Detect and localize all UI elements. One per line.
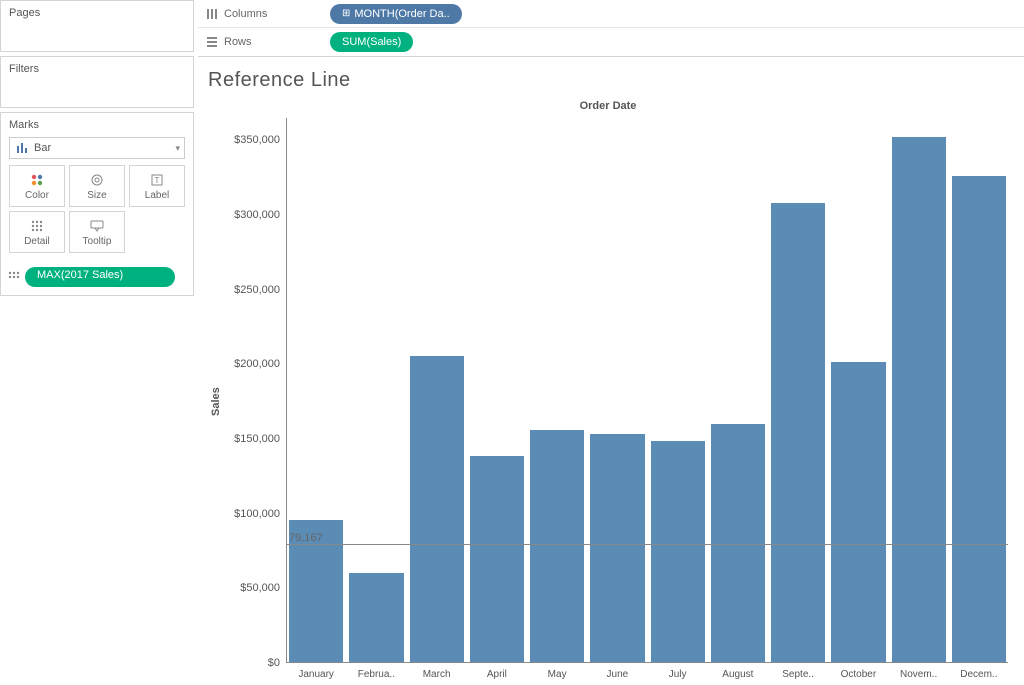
marks-pill[interactable]: MAX(2017 Sales) — [25, 267, 175, 287]
x-axis-title: Order Date — [208, 100, 1008, 112]
y-axis-title: Sales — [208, 118, 224, 685]
marks-card: Marks Bar ▾ ColorSizeTLabel DetailTooltip… — [0, 112, 194, 296]
x-label: October — [831, 669, 885, 680]
bar[interactable] — [590, 434, 644, 662]
filters-card: Filters — [0, 56, 194, 108]
y-tick: $0 — [268, 657, 280, 669]
label-icon: T — [150, 172, 164, 188]
right-area: Columns ⊞ MONTH(Order Da.. Rows SUM(Sale… — [198, 0, 1024, 685]
y-tick: $100,000 — [234, 508, 280, 520]
marks-pill-row: MAX(2017 Sales) — [1, 267, 193, 295]
mark-tile-label[interactable]: TLabel — [129, 165, 185, 207]
marks-select-value: Bar — [34, 142, 51, 154]
marks-type-select[interactable]: Bar ▾ — [9, 137, 185, 159]
plot: Sales $0$50,000$100,000$150,000$200,000$… — [208, 118, 1008, 685]
marks-tiles: ColorSizeTLabel DetailTooltip — [9, 165, 185, 253]
bar[interactable] — [952, 176, 1006, 662]
detail-icon — [30, 218, 44, 234]
rows-pill[interactable]: SUM(Sales) — [330, 32, 413, 52]
shelves: Columns ⊞ MONTH(Order Da.. Rows SUM(Sale… — [198, 0, 1024, 57]
x-label: May — [530, 669, 584, 680]
x-label: Novem.. — [892, 669, 946, 680]
tooltip-icon — [89, 218, 105, 234]
pages-title: Pages — [9, 7, 185, 19]
x-label: Decem.. — [952, 669, 1006, 680]
reference-line — [287, 544, 1008, 545]
x-label: June — [590, 669, 644, 680]
rows-label: Rows — [224, 36, 252, 48]
filters-title: Filters — [9, 63, 185, 75]
bar[interactable] — [410, 356, 464, 662]
x-label: April — [470, 669, 524, 680]
pages-card: Pages — [0, 0, 194, 52]
rows-icon — [206, 36, 218, 48]
columns-label: Columns — [224, 8, 267, 20]
left-panel: Pages Filters Marks Bar ▾ ColorSizeTLabe… — [0, 0, 198, 685]
svg-text:T: T — [155, 176, 160, 185]
chevron-down-icon: ▾ — [175, 143, 180, 154]
x-label: Septe.. — [771, 669, 825, 680]
columns-pill[interactable]: ⊞ MONTH(Order Da.. — [330, 4, 462, 24]
bar[interactable] — [530, 430, 584, 663]
columns-icon — [206, 8, 218, 20]
bar[interactable] — [831, 362, 885, 662]
detail-icon — [7, 271, 21, 283]
bar[interactable] — [651, 441, 705, 662]
y-tick: $350,000 — [234, 134, 280, 146]
y-tick: $50,000 — [240, 582, 280, 594]
x-label: Februa.. — [349, 669, 403, 680]
columns-shelf[interactable]: Columns ⊞ MONTH(Order Da.. — [198, 0, 1024, 28]
y-tick: $300,000 — [234, 209, 280, 221]
bar[interactable] — [349, 573, 403, 662]
y-tick: $250,000 — [234, 284, 280, 296]
y-tick: $200,000 — [234, 358, 280, 370]
mark-tile-size[interactable]: Size — [69, 165, 125, 207]
bar-icon — [16, 142, 28, 154]
bar[interactable] — [711, 424, 765, 662]
bar[interactable] — [892, 137, 946, 662]
y-tick: $150,000 — [234, 433, 280, 445]
mark-tile-tooltip[interactable]: Tooltip — [69, 211, 125, 253]
plot-area: JanuaryFebrua..MarchAprilMayJuneJulyAugu… — [286, 118, 1008, 663]
marks-title: Marks — [9, 119, 185, 131]
expand-icon: ⊞ — [342, 8, 350, 19]
bar[interactable] — [470, 456, 524, 662]
x-label: January — [289, 669, 343, 680]
x-label: March — [410, 669, 464, 680]
x-label: July — [651, 669, 705, 680]
color-icon — [30, 172, 44, 188]
bar[interactable] — [771, 203, 825, 662]
x-label: August — [711, 669, 765, 680]
chart-region: Reference Line Order Date Sales $0 $50,00… — [198, 57, 1024, 685]
y-ticks: $0 $50,000 $100,000 $150,000 $200,000 $250,00… — [224, 118, 286, 685]
bars — [287, 118, 1008, 662]
rows-shelf[interactable]: Rows SUM(Sales) — [198, 28, 1024, 56]
x-labels: January Februa.. March April May June July Augu… — [287, 669, 1008, 680]
size-icon — [89, 172, 105, 188]
chart-title: Reference Line — [208, 69, 1008, 92]
mark-tile-detail[interactable]: Detail — [9, 211, 65, 253]
reference-line-label: 79,167 — [289, 532, 323, 544]
mark-tile-color[interactable]: Color — [9, 165, 65, 207]
